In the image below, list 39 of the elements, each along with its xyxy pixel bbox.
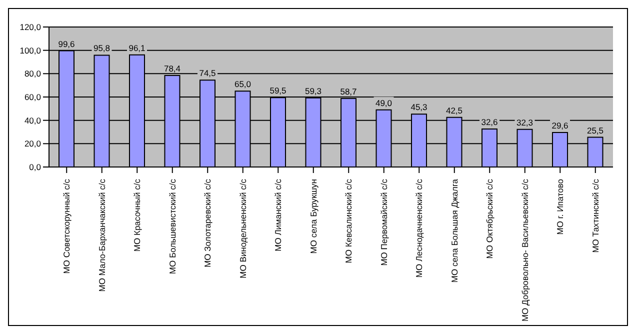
data-label: 32,3	[516, 117, 534, 128]
x-tick-label: МО села Большая Джалга	[449, 178, 460, 283]
data-label: 59,5	[270, 86, 287, 96]
x-tick-label: МО Винодельненский с/с	[238, 178, 248, 278]
data-label: 58,7	[340, 86, 358, 97]
data-label: 42,5	[446, 105, 463, 116]
data-label: 96,1	[128, 42, 146, 53]
data-label: 45,3	[410, 102, 428, 112]
data-label: 49,0	[375, 98, 392, 108]
x-tick-label: МО г. Ипатово	[555, 178, 566, 235]
y-tick-label: 40,0	[24, 115, 42, 126]
x-tick-label: МО Октябрьский с/с	[484, 178, 495, 259]
x-tick-label: МО Советскорунный с/с	[62, 178, 72, 274]
x-tick-label: МО Лиманский с/с	[273, 178, 284, 252]
data-label: 29,6	[552, 120, 569, 130]
data-label: 99,6	[58, 38, 76, 49]
x-tick-label: МО села Бурукшун	[308, 178, 318, 254]
x-tick-label: МО Тахтинский с/с	[590, 178, 600, 253]
x-tick-label: МО Красочный с/с	[132, 178, 142, 252]
data-label: 25,5	[586, 125, 604, 136]
x-tick-label: МО Большевистский с/с	[167, 178, 178, 274]
y-tick-label: 60,0	[24, 92, 42, 102]
x-tick-label: МО Первомайский с/с	[378, 178, 389, 266]
x-tick-label: МО Леснодачненский с/с	[414, 178, 424, 278]
data-label: 59,3	[304, 86, 322, 96]
x-tick-label: МО Мало-Барханчакский с/с	[96, 178, 107, 292]
y-tick-label: 100,0	[20, 45, 42, 56]
data-label: 65,0	[234, 79, 252, 90]
y-tick-label: 120,0	[20, 22, 42, 32]
y-tick-label: 0,0	[29, 162, 42, 172]
y-tick-label: 20,0	[24, 138, 42, 149]
data-label: 95,8	[93, 43, 110, 54]
y-tick-label: 80,0	[24, 68, 42, 79]
x-tick-label: МО Добровольно- Васильевский с/с	[520, 178, 530, 322]
x-tick-label: МО Золотаревский с/с	[202, 178, 213, 268]
data-label: 78,4	[164, 64, 181, 74]
x-tick-label: МО Кевсалинский с/с	[344, 178, 354, 264]
data-label: 32,6	[481, 116, 498, 127]
data-label: 74,5	[199, 68, 216, 78]
